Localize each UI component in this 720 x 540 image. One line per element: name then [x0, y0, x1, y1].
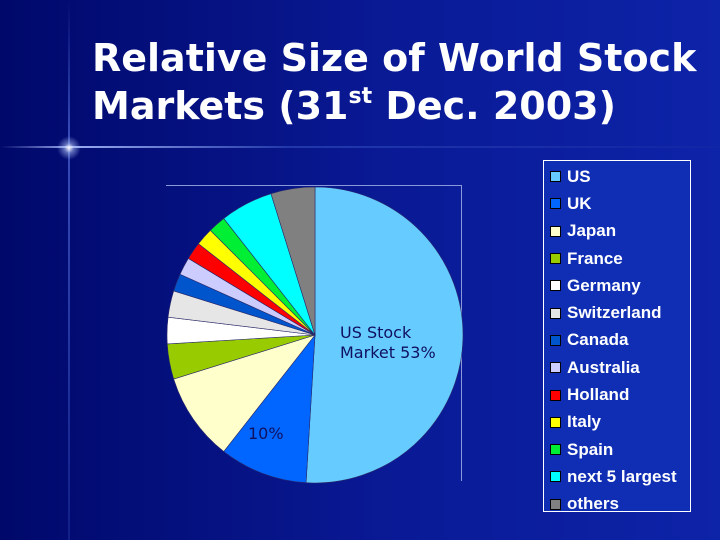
legend-label: Spain — [567, 439, 614, 459]
pie-slice-japan — [173, 334, 316, 452]
legend-swatch — [550, 253, 561, 265]
pie-chart — [166, 186, 464, 484]
chart-legend: US UK Japan France Germany Switzerland Canada A… — [543, 160, 691, 513]
legend-item-others: others — [544, 491, 690, 518]
title-superscript: st — [348, 84, 373, 109]
legend-item-switzerland: Switzerland — [544, 299, 690, 326]
legend-swatch — [550, 471, 561, 483]
legend-item-australia: Australia — [544, 354, 690, 381]
legend-label: UK — [567, 193, 592, 213]
legend-swatch — [550, 389, 561, 401]
legend-item-us: US — [544, 163, 690, 190]
pie-slice-us — [305, 186, 464, 484]
title-line-2-suffix: Dec. 2003) — [372, 84, 616, 128]
legend-item-holland: Holland — [544, 381, 690, 408]
legend-item-italy: Italy — [544, 409, 690, 436]
legend-item-japan: Japan — [544, 218, 690, 245]
title-line-1: Relative Size of World Stock — [92, 36, 697, 80]
legend-label: US — [567, 166, 591, 186]
legend-swatch — [550, 444, 561, 456]
legend-item-uk: UK — [544, 190, 690, 217]
pie-slice-others — [270, 186, 316, 336]
legend-label: Switzerland — [567, 303, 662, 323]
legend-label: next 5 largest — [567, 466, 677, 486]
legend-item-canada: Canada — [544, 327, 690, 354]
legend-label: Australia — [567, 357, 640, 377]
slide-title: Relative Size of World Stock Markets (31… — [92, 34, 702, 130]
legend-label: Canada — [567, 330, 629, 350]
title-line-2-prefix: Markets (31 — [92, 84, 349, 128]
legend-swatch — [550, 171, 561, 183]
legend-item-france: France — [544, 245, 690, 272]
legend-item-germany: Germany — [544, 272, 690, 299]
data-label-uk: 10% — [248, 424, 284, 443]
pie-slice-uk — [223, 334, 316, 484]
legend-swatch — [550, 280, 561, 292]
legend-label: Italy — [567, 412, 602, 432]
decorative-vertical-line — [68, 0, 70, 540]
legend-label: others — [567, 494, 619, 514]
data-label-us: US Stock Market 53% — [340, 323, 436, 362]
legend-swatch — [550, 307, 561, 319]
legend-label: Germany — [567, 275, 641, 295]
decorative-sparkle — [55, 134, 83, 162]
legend-swatch — [550, 334, 561, 346]
legend-swatch — [550, 198, 561, 210]
legend-label: France — [567, 248, 623, 268]
decorative-horizontal-line — [0, 146, 720, 148]
legend-label: Japan — [567, 221, 617, 241]
legend-swatch — [550, 498, 561, 510]
legend-item-spain: Spain — [544, 436, 690, 463]
legend-item-next-5-largest: next 5 largest — [544, 463, 690, 490]
legend-swatch — [550, 362, 561, 374]
legend-label: Holland — [567, 385, 630, 405]
legend-swatch — [550, 225, 561, 237]
legend-swatch — [550, 416, 561, 428]
